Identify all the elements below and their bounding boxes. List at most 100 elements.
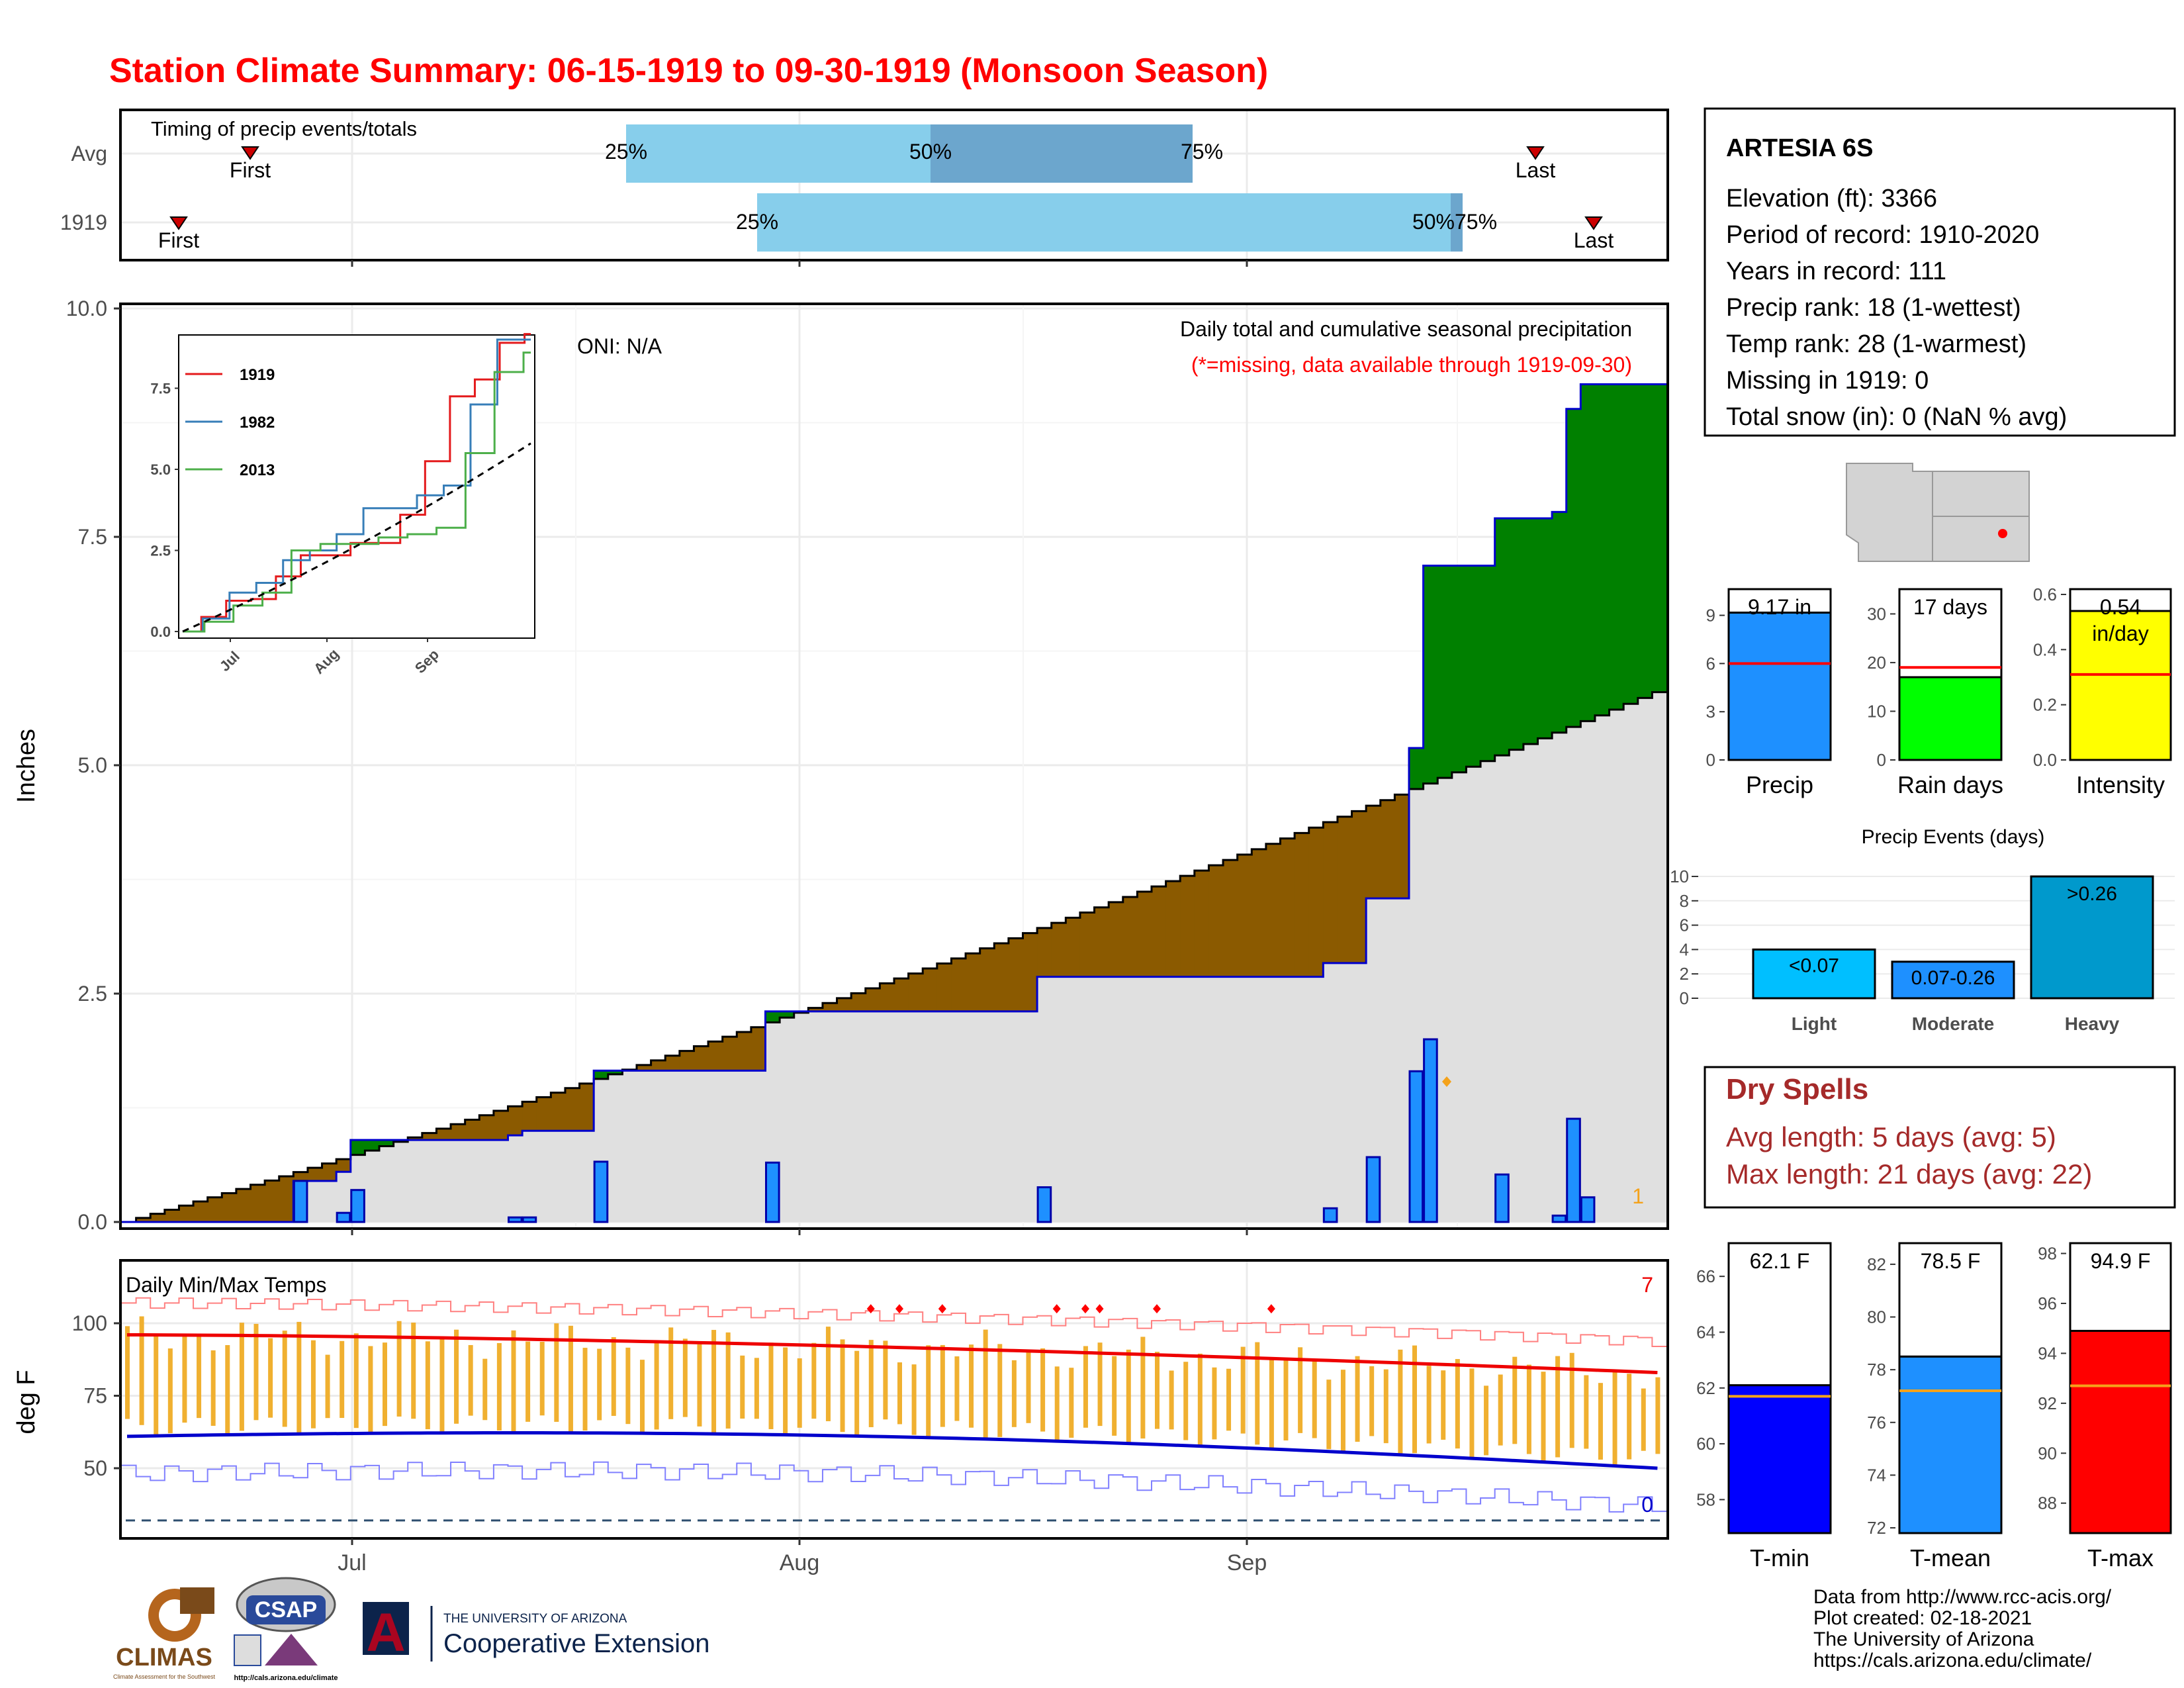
daily-temp-bar [1011, 1360, 1017, 1427]
deficit-fill [1109, 902, 1124, 977]
events-bar-heavy [2030, 875, 2154, 1000]
surplus-fill [1623, 384, 1639, 704]
daily-temp-bar [1455, 1359, 1460, 1449]
surplus-fill [765, 1011, 780, 1023]
dry-spells-title: Dry Spells [1726, 1073, 1868, 1105]
precip-summary-label: Precip [1746, 771, 1813, 798]
temp-panel-bg [120, 1260, 1668, 1538]
daily-temp-bar [468, 1344, 473, 1416]
daily-temp-bar [554, 1323, 559, 1422]
daily-precip-bar [1580, 1196, 1596, 1223]
precip-area-fills [122, 383, 1667, 1223]
surplus-fill [780, 1011, 795, 1018]
ua-logo: A THE UNIVERSITY OF ARIZONA Cooperative … [363, 1602, 709, 1663]
station-info-frame [1704, 107, 2176, 437]
month-tick-sep: Sep [1227, 1550, 1267, 1575]
station-location-dot [1998, 529, 2007, 538]
deficit-fill [1223, 860, 1238, 977]
events-title: Precip Events (days) [1862, 826, 2045, 848]
daily-temp-bar [1498, 1374, 1503, 1446]
deficit-fill [1079, 912, 1095, 977]
intensity-summary-box [2069, 588, 2172, 612]
timing-1919-bar-25-50 [757, 193, 1451, 252]
timing-1919-p25: 25% [736, 210, 778, 234]
daily-precip-bar [765, 1161, 780, 1223]
daily-temp-bar [1555, 1356, 1561, 1458]
deficit-fill [1194, 870, 1210, 977]
legend-1982: 1982 [240, 414, 275, 432]
deficit-fill [307, 1168, 323, 1182]
daily-temp-bar [911, 1364, 917, 1435]
daily-temp-bar [1155, 1352, 1160, 1429]
timing-avg-first-marker [241, 146, 259, 160]
deficit-fill [565, 1088, 580, 1131]
temp-y-tick-label: 75 [83, 1384, 107, 1408]
daily-temp-bar [597, 1348, 602, 1421]
timing-row-1919: 1919 [60, 211, 107, 234]
location-map [1841, 459, 2034, 565]
precip-summary-tick-label: 0 [1706, 750, 1715, 770]
timing-avg-last-marker [1526, 146, 1545, 160]
daily-precip-bar [1494, 1173, 1510, 1223]
daily-temp-bar [1083, 1346, 1088, 1428]
record-high-marker [895, 1304, 903, 1314]
average-tmin-line [126, 1430, 1658, 1470]
timing-avg-p75: 75% [1181, 140, 1223, 164]
daily-temp-bar [368, 1346, 373, 1434]
ua-top-text: THE UNIVERSITY OF ARIZONA [443, 1612, 627, 1626]
csap-wordmark: CSAP [255, 1597, 317, 1622]
intensity-summary-tick-label: 0.6 [2033, 585, 2057, 604]
deficit-fill [737, 1031, 752, 1071]
tmin-summary-label: T-min [1750, 1544, 1809, 1571]
daily-temp-bar [797, 1358, 802, 1428]
deficit-fill [136, 1217, 151, 1222]
tmean-summary-tick-label: 82 [1867, 1254, 1886, 1274]
deficit-fill [708, 1041, 723, 1071]
events-tick-label: 0 [1680, 988, 1689, 1008]
deficit-fill [493, 1111, 509, 1141]
deficit-fill [1308, 827, 1324, 977]
precip-summary-tick-label: 3 [1706, 702, 1715, 722]
tmean-summary-tick-label: 72 [1867, 1518, 1886, 1538]
timing-1919-last-marker [1584, 216, 1603, 230]
daily-temp-bar [754, 1358, 759, 1419]
timing-avg-last-label: Last [1516, 158, 1556, 182]
deficit-fill [979, 948, 995, 1011]
daily-temp-bar [1627, 1374, 1632, 1460]
timing-1919-p50-p75: 50%75% [1412, 210, 1497, 234]
surplus-fill [365, 1140, 380, 1151]
intensity-summary-tick-label: 0.4 [2033, 639, 2057, 659]
daily-precip-bar [1551, 1214, 1567, 1223]
station-snow: Total snow (in): 0 (NaN % avg) [1726, 403, 2067, 431]
deficit-fill [1137, 892, 1152, 977]
events-bar-moderate [1891, 961, 2015, 1000]
daily-temp-bar [1269, 1359, 1274, 1449]
surplus-fill [1509, 518, 1524, 750]
precip-y-tick-label: 5.0 [78, 753, 107, 777]
tmean-summary-tick-label: 78 [1867, 1360, 1886, 1380]
tmin-summary-value-bar [1727, 1384, 1832, 1534]
deficit-fill [436, 1128, 451, 1141]
deficit-fill [1366, 806, 1381, 899]
daily-temp-bar [210, 1350, 216, 1426]
tmax-summary-tick-label: 94 [2038, 1343, 2057, 1363]
tmean-summary-tick-label: 74 [1867, 1465, 1886, 1485]
rain-days-summary-value-bar [1898, 676, 2003, 761]
daily-precip-bar [508, 1216, 523, 1223]
temp-panel-frame [119, 1259, 1669, 1540]
csap-rain [234, 1634, 261, 1666]
precip-y-tick-label: 2.5 [78, 982, 107, 1006]
intensity-summary-value-label: 0.54 [2100, 595, 2141, 619]
daily-temp-bar [1212, 1367, 1217, 1440]
surplus-fill [1637, 384, 1653, 698]
precip-summary-value-bar [1727, 611, 1832, 761]
deficit-fill [1351, 811, 1367, 963]
csap-url: http://cals.arizona.edu/climate [234, 1674, 338, 1682]
temp-lines [122, 1297, 1666, 1513]
csap-badge [246, 1595, 326, 1624]
tmin-summary-value-label: 62.1 F [1750, 1249, 1810, 1273]
daily-temp-bar [1369, 1366, 1375, 1436]
timing-avg-p50: 50% [909, 140, 952, 164]
climas-logo: CLIMAS Climate Assessment for the Southw… [113, 1587, 216, 1680]
surplus-fill [1594, 384, 1610, 716]
